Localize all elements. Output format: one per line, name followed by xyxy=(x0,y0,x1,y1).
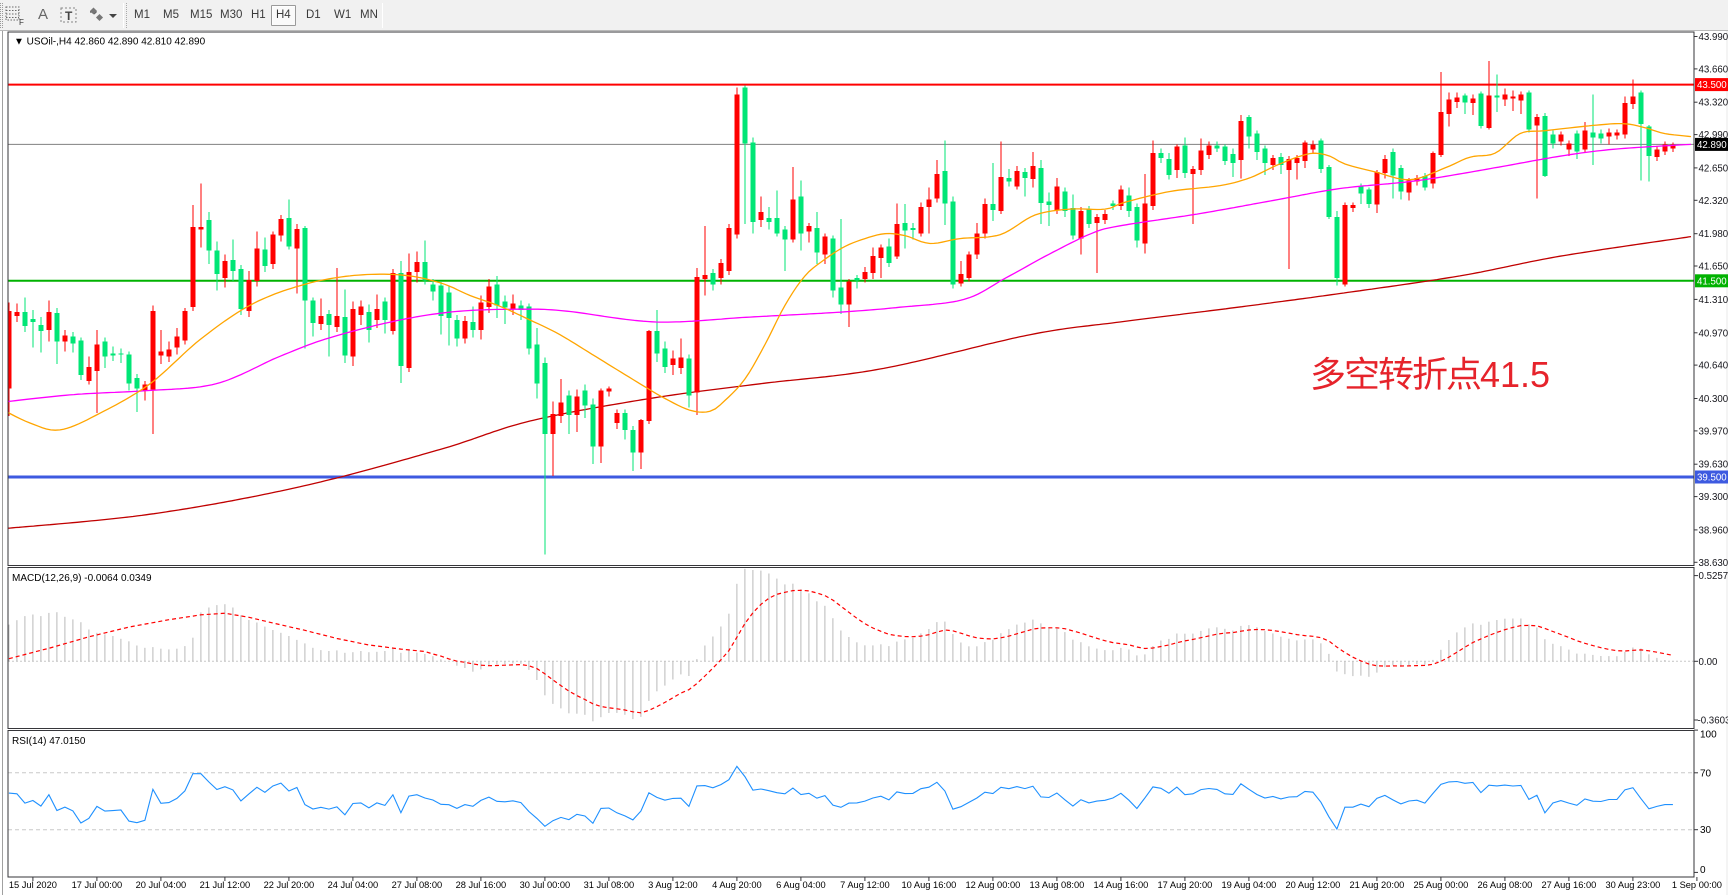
svg-text:17 Aug 20:00: 17 Aug 20:00 xyxy=(1157,880,1212,890)
svg-text:27 Aug 16:00: 27 Aug 16:00 xyxy=(1541,880,1596,890)
svg-text:41.5: 41.5 xyxy=(1480,354,1550,395)
svg-text:15 Jul 2020: 15 Jul 2020 xyxy=(9,880,57,890)
svg-text:17 Jul 00:00: 17 Jul 00:00 xyxy=(72,880,123,890)
svg-text:31 Jul 08:00: 31 Jul 08:00 xyxy=(584,880,635,890)
svg-text:70: 70 xyxy=(1700,768,1712,779)
svg-text:39.970: 39.970 xyxy=(1699,426,1728,437)
svg-text:RSI(14) 47.0150: RSI(14) 47.0150 xyxy=(12,736,86,747)
svg-text:6 Aug 04:00: 6 Aug 04:00 xyxy=(776,880,826,890)
svg-text:0.5257: 0.5257 xyxy=(1699,571,1728,582)
svg-text:30 Jul 00:00: 30 Jul 00:00 xyxy=(520,880,571,890)
svg-text:26 Aug 08:00: 26 Aug 08:00 xyxy=(1477,880,1532,890)
svg-text:22 Jul 20:00: 22 Jul 20:00 xyxy=(264,880,315,890)
svg-text:40.300: 40.300 xyxy=(1699,394,1728,405)
svg-text:41.980: 41.980 xyxy=(1699,229,1728,240)
svg-text:10 Aug 16:00: 10 Aug 16:00 xyxy=(901,880,956,890)
svg-text:30: 30 xyxy=(1700,825,1712,836)
svg-text:39.300: 39.300 xyxy=(1699,492,1728,503)
svg-text:MACD(12,26,9) -0.0064 0.0349: MACD(12,26,9) -0.0064 0.0349 xyxy=(12,573,152,584)
svg-text:12 Aug 00:00: 12 Aug 00:00 xyxy=(965,880,1020,890)
svg-text:42.320: 42.320 xyxy=(1699,196,1728,207)
svg-text:▼ USOil-,H4 42.860 42.890 42.: ▼ USOil-,H4 42.860 42.890 42.810 42.890 xyxy=(14,37,206,48)
svg-text:42.650: 42.650 xyxy=(1699,163,1728,174)
svg-text:4 Aug 20:00: 4 Aug 20:00 xyxy=(712,880,762,890)
svg-text:3 Aug 12:00: 3 Aug 12:00 xyxy=(648,880,698,890)
svg-text:-0.3603: -0.3603 xyxy=(1698,716,1728,727)
svg-text:14 Aug 16:00: 14 Aug 16:00 xyxy=(1093,880,1148,890)
svg-text:27 Jul 08:00: 27 Jul 08:00 xyxy=(392,880,443,890)
svg-text:39.630: 39.630 xyxy=(1699,460,1728,471)
svg-text:19 Aug 04:00: 19 Aug 04:00 xyxy=(1221,880,1276,890)
svg-text:40.640: 40.640 xyxy=(1699,361,1728,372)
svg-text:43.320: 43.320 xyxy=(1699,98,1728,109)
svg-text:42.890: 42.890 xyxy=(1697,140,1727,151)
svg-text:38.960: 38.960 xyxy=(1699,525,1728,536)
svg-text:28 Jul 16:00: 28 Jul 16:00 xyxy=(456,880,507,890)
svg-text:41.650: 41.650 xyxy=(1699,262,1728,273)
svg-text:20 Aug 12:00: 20 Aug 12:00 xyxy=(1285,880,1340,890)
svg-text:43.500: 43.500 xyxy=(1697,80,1727,91)
svg-text:38.630: 38.630 xyxy=(1699,558,1728,569)
svg-text:43.990: 43.990 xyxy=(1699,32,1728,43)
svg-text:0.00: 0.00 xyxy=(1699,657,1718,668)
svg-text:25 Aug 00:00: 25 Aug 00:00 xyxy=(1413,880,1468,890)
svg-text:24 Jul 04:00: 24 Jul 04:00 xyxy=(328,880,379,890)
svg-text:21 Aug 20:00: 21 Aug 20:00 xyxy=(1349,880,1404,890)
svg-text:20 Jul 04:00: 20 Jul 04:00 xyxy=(136,880,187,890)
svg-text:39.500: 39.500 xyxy=(1697,473,1727,484)
svg-text:21 Jul 12:00: 21 Jul 12:00 xyxy=(200,880,251,890)
svg-text:0: 0 xyxy=(1700,865,1706,876)
svg-text:13 Aug 08:00: 13 Aug 08:00 xyxy=(1029,880,1084,890)
svg-text:41.500: 41.500 xyxy=(1697,276,1727,287)
svg-text:42.990: 42.990 xyxy=(1699,130,1728,141)
svg-text:F: F xyxy=(19,18,24,26)
svg-text:30 Aug 23:00: 30 Aug 23:00 xyxy=(1605,880,1660,890)
svg-text:41.310: 41.310 xyxy=(1699,295,1728,306)
svg-text:1 Sep 00:00: 1 Sep 00:00 xyxy=(1672,880,1722,890)
svg-text:100: 100 xyxy=(1700,730,1717,741)
svg-text:43.660: 43.660 xyxy=(1699,64,1728,75)
svg-text:7 Aug 12:00: 7 Aug 12:00 xyxy=(840,880,890,890)
svg-text:T: T xyxy=(65,9,73,23)
svg-text:40.970: 40.970 xyxy=(1699,328,1728,339)
